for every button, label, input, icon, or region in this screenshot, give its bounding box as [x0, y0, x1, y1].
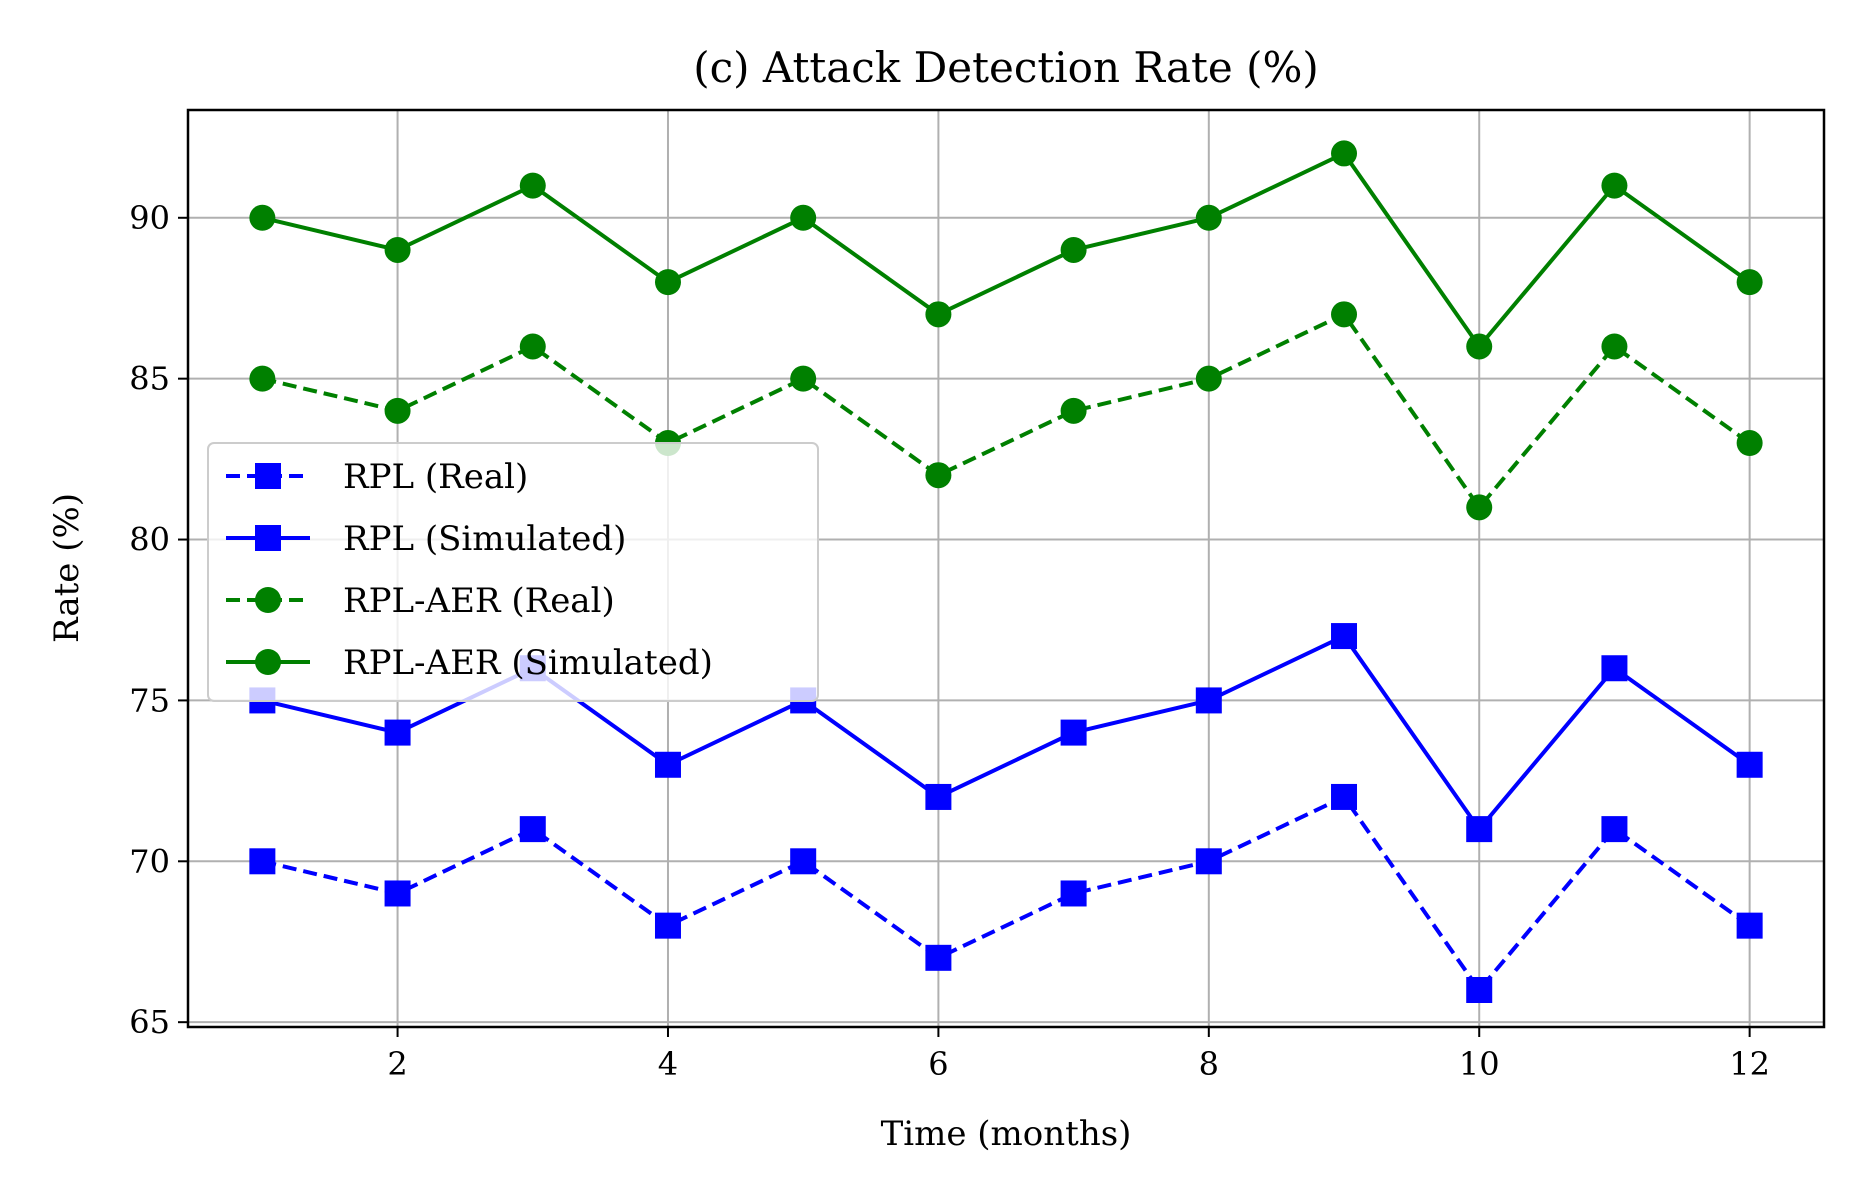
legend-label: RPL (Real) [343, 457, 528, 497]
legend-marker [255, 649, 281, 675]
data-point [384, 880, 411, 907]
data-point [1736, 269, 1763, 296]
data-point [1466, 816, 1493, 843]
y-tick-label: 70 [129, 842, 170, 880]
data-point [1195, 687, 1222, 714]
legend: RPL (Real) RPL (Simulated) RPL-AER (Real) R… [207, 442, 819, 702]
data-point [1060, 236, 1087, 263]
data-point [1331, 301, 1358, 328]
chart-title: (c) Attack Detection Rate (%) [693, 43, 1319, 92]
data-point [925, 783, 952, 810]
data-point [790, 848, 817, 875]
data-point [519, 333, 546, 360]
legend-label: RPL-AER (Real) [343, 581, 615, 621]
data-point [1466, 333, 1493, 360]
data-point [1060, 880, 1087, 907]
y-tick-label: 85 [129, 360, 170, 398]
data-point [654, 269, 681, 296]
plot-frame [186, 108, 1826, 1029]
data-point [790, 365, 817, 392]
data-point [1195, 204, 1222, 231]
x-tick-label: 4 [658, 1045, 678, 1083]
legend-label: RPL-AER (Simulated) [343, 643, 713, 683]
data-point [1331, 783, 1358, 810]
data-point [1736, 912, 1763, 939]
data-point [1060, 719, 1087, 746]
legend-marker [255, 587, 281, 613]
data-point [519, 172, 546, 199]
x-axis-ticks: 2 4 6 8 10 12 [387, 1027, 1770, 1083]
data-point [1331, 140, 1358, 167]
data-point [1331, 623, 1358, 650]
series-line [261, 312, 1751, 510]
x-tick-label: 10 [1459, 1045, 1500, 1083]
data-point [384, 719, 411, 746]
y-tick-label: 90 [129, 199, 170, 237]
y-tick-label: 65 [129, 1003, 170, 1041]
legend-marker [255, 525, 281, 551]
series-line [261, 794, 1751, 992]
data-point [1601, 333, 1628, 360]
data-point [925, 944, 952, 971]
y-tick-label: 80 [129, 521, 170, 559]
data-point [1466, 494, 1493, 521]
x-axis-label: Time (months) [881, 1114, 1132, 1154]
series-line [261, 151, 1751, 349]
data-point [925, 462, 952, 489]
x-tick-label: 12 [1729, 1045, 1770, 1083]
x-tick-label: 8 [1199, 1045, 1219, 1083]
data-point [1195, 365, 1222, 392]
y-tick-label: 75 [129, 681, 170, 719]
data-point [519, 816, 546, 843]
data-point [790, 204, 817, 231]
y-axis-label: Rate (%) [47, 493, 87, 643]
data-point [654, 751, 681, 778]
legend-box [207, 442, 819, 702]
data-point [1736, 430, 1763, 457]
x-tick-label: 2 [387, 1045, 407, 1083]
series-layer [249, 140, 1763, 1003]
data-point [384, 397, 411, 424]
data-point [1195, 848, 1222, 875]
legend-label: RPL (Simulated) [343, 519, 626, 559]
data-point [1601, 655, 1628, 682]
x-tick-label: 6 [928, 1045, 948, 1083]
data-point [384, 236, 411, 263]
data-point [1601, 172, 1628, 199]
data-point [925, 301, 952, 328]
data-point [1736, 751, 1763, 778]
data-point [1601, 816, 1628, 843]
data-point [1060, 397, 1087, 424]
legend-marker [255, 463, 281, 489]
data-point [249, 204, 276, 231]
data-point [1466, 976, 1493, 1003]
y-axis-ticks: 65 70 75 80 85 90 [129, 199, 188, 1041]
data-point [654, 912, 681, 939]
data-point [249, 365, 276, 392]
data-point [249, 848, 276, 875]
